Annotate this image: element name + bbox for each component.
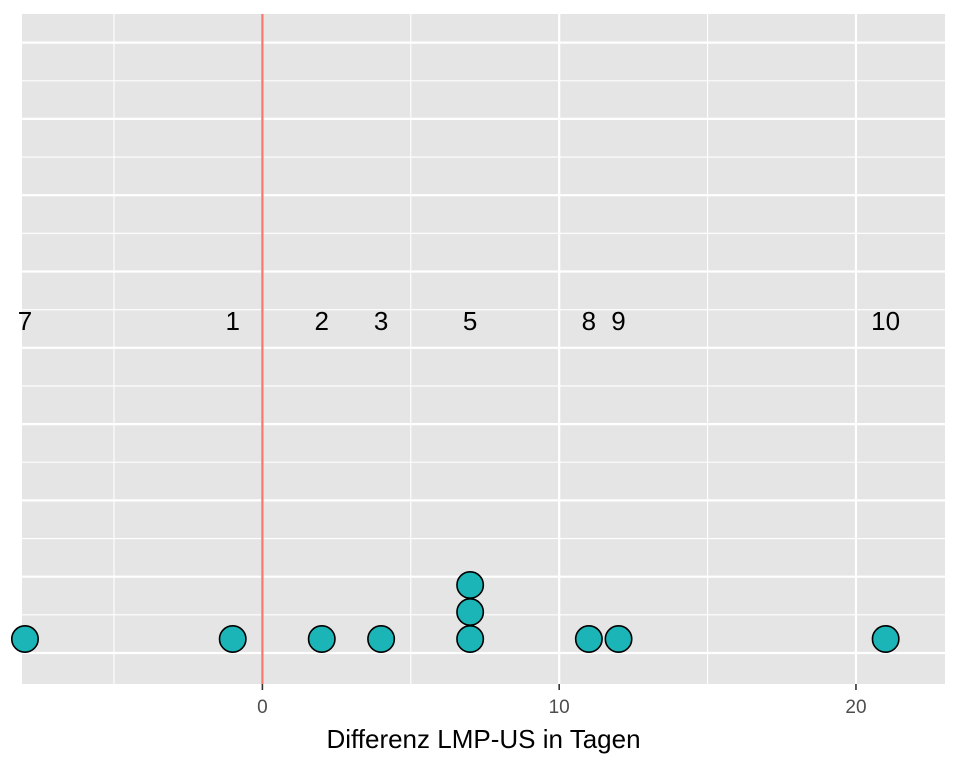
data-point [456,597,485,626]
data-point [456,570,485,599]
point-label: 10 [871,306,900,336]
x-tick-label: 10 [549,697,570,718]
point-label: 1 [225,306,239,336]
data-point [10,624,39,653]
x-tick-label: 20 [845,697,866,718]
x-axis-title: Differenz LMP-US in Tagen [326,724,640,754]
data-point [307,624,336,653]
x-tick-label: 0 [257,697,268,718]
minor-gridlines [22,14,945,684]
plot-panel [22,14,945,684]
point-label: 8 [582,306,596,336]
point-label: 7 [18,306,32,336]
point-label: 9 [611,306,625,336]
point-label: 3 [374,306,388,336]
data-point [871,624,900,653]
data-point [456,624,485,653]
data-point [367,624,396,653]
data-point [604,624,633,653]
data-points [10,570,900,653]
point-labels: 7 1 2 3 5 8 9 10 [18,306,900,336]
data-point [218,624,247,653]
x-axis-ticks: 0 10 20 [257,684,867,718]
data-point [574,624,603,653]
point-label: 5 [463,306,477,336]
point-label: 2 [315,306,329,336]
major-gridlines [22,14,945,684]
